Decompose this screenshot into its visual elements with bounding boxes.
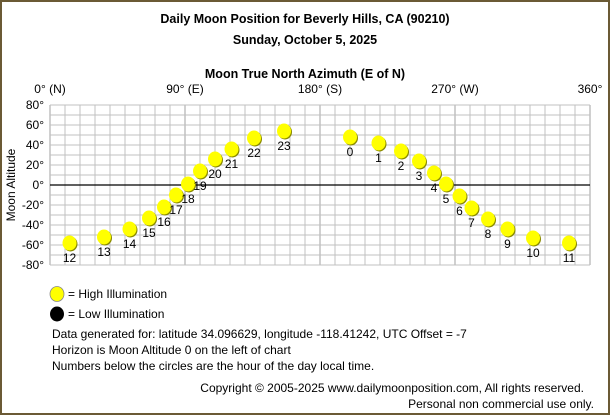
y-tick-label: 40° [26,138,44,152]
moon-point [247,130,261,146]
hour-label: 5 [443,192,450,206]
hour-label: 6 [456,204,463,218]
y-tick-label: 20° [26,158,44,172]
hour-label: 17 [169,203,183,217]
x-tick-label: 270° (W) [431,82,478,96]
x-tick-label: 360° [578,82,603,96]
hour-label: 2 [398,159,405,173]
moon-point [122,221,137,237]
y-tick-label: -60° [22,238,44,252]
moon-point [142,210,156,226]
hour-label: 22 [247,146,261,160]
copyright: Copyright © 2005-2025 www.dailymoonposit… [200,381,584,395]
x-axis-title: Moon True North Azimuth (E of N) [204,67,406,81]
hour-label: 1 [375,151,382,165]
moon-point [427,165,441,181]
hour-label: 11 [563,251,576,265]
hour-label: 12 [63,251,77,265]
hour-label: 18 [181,192,195,206]
moon-point [371,135,386,151]
hour-label: 14 [123,237,137,251]
hour-label: 13 [97,245,111,259]
moon-point [526,230,540,246]
moon-point [277,123,291,139]
legend-low: = Low Illumination [68,307,165,321]
moon-point [181,176,195,192]
y-tick-label: -80° [22,258,44,272]
moon-point [464,200,479,216]
hour-label: 4 [431,181,438,195]
usage-note: Personal non commercial use only. [408,397,594,411]
x-tick-label: 180° (S) [298,82,342,96]
moon-point [394,143,408,159]
x-tick-label: 0° (N) [34,82,65,96]
chart-subtitle: Sunday, October 5, 2025 [232,33,378,47]
note-location: Data generated for: latitude 34.096629, … [52,327,467,341]
x-tick-label: 90° (E) [166,82,203,96]
hour-label: 15 [142,226,156,240]
hour-label: 21 [225,157,239,171]
hour-label: 9 [504,237,511,251]
moon-point [343,129,357,145]
y-tick-label: -20° [22,198,44,212]
chart-title: Daily Moon Position for Beverly Hills, C… [160,12,450,26]
note-hours: Numbers below the circles are the hour o… [52,359,375,373]
moon-point [224,141,239,157]
note-horizon: Horizon is Moon Altitude 0 on the left o… [52,343,291,357]
moon-point [169,187,183,203]
moon-position-plot: 0° (N) 90° (E) 180° (S) 270° (W) 360°80°60°4… [4,82,603,272]
moon-point [97,229,111,245]
moon-point [439,176,453,192]
moon-point [193,163,207,179]
hour-label: 0 [347,145,354,159]
hour-label: 23 [277,139,291,153]
moon-point [481,211,495,227]
y-tick-label: 60° [26,118,44,132]
hour-label: 20 [208,167,222,181]
y-tick-label: -40° [22,218,44,232]
y-tick-label: 0° [33,178,45,192]
hour-label: 16 [157,215,171,229]
moon-point [562,235,576,251]
moon-point [62,235,77,251]
legend-high: = High Illumination [68,287,168,301]
moon-point [412,153,426,169]
y-axis-title: Moon Altitude [4,148,18,221]
hour-label: 10 [526,246,540,260]
hour-label: 3 [416,169,423,183]
moon-point [157,199,171,215]
hour-label: 19 [193,179,207,193]
moon-point [500,221,515,237]
hour-label: 7 [468,216,475,230]
hour-label: 8 [485,227,492,241]
y-tick-label: 80° [26,98,44,112]
moon-point [208,151,222,167]
moon-point [452,188,467,204]
